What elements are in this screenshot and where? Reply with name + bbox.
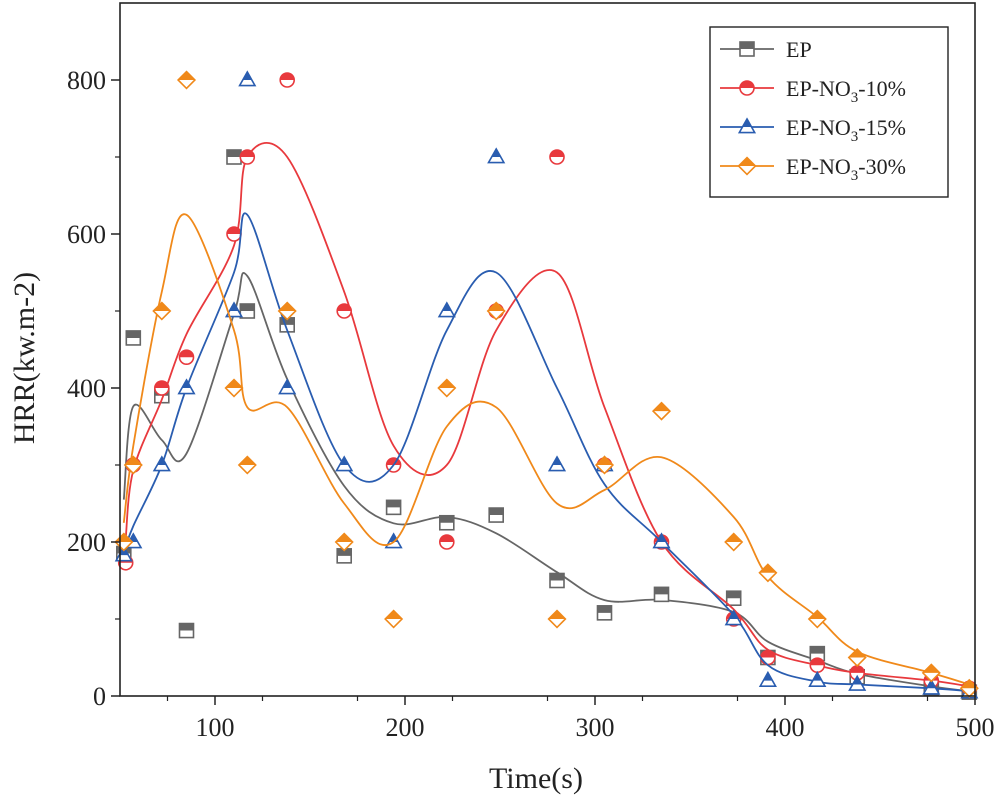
data-point [384,609,404,629]
x-axis-title: Time(s) [489,762,583,795]
data-point [809,657,826,674]
data-point [123,455,143,475]
legend-entry: EP-NO3-30% [720,154,906,184]
legend-entry: EP-NO3-15% [720,115,906,145]
data-point [594,455,615,475]
axis-layer: 100 200 300 400 500 0 200 400 600 800 [67,2,994,742]
y-tick-label: 200 [67,528,106,557]
data-point [549,149,565,165]
y-tick-label: 600 [67,220,106,249]
x-tick-label: 300 [576,713,615,742]
data-point [652,532,671,549]
x-tick-label: 100 [196,713,235,742]
data-point [438,514,455,531]
y-tick-label: 800 [67,66,106,95]
legend-label: EP [786,37,812,62]
legend-label: EP-NO3-30% [786,154,906,184]
data-point [226,226,242,242]
data-point [224,301,244,318]
data-point [154,380,170,396]
data-point [336,303,353,319]
legend-swatch-marker [739,41,755,57]
series-layer [114,70,979,700]
data-point [486,301,506,321]
data-point [238,70,257,87]
data-point [488,507,505,523]
data-point [921,663,941,683]
legend-label: EP-NO3-10% [786,76,906,106]
data-point [437,378,457,398]
data-point [547,455,567,472]
series-3 [114,70,979,698]
data-point [808,670,827,688]
data-point [807,609,827,629]
data-point [651,401,672,421]
data-point [279,72,296,88]
legend-entry: EP-NO3-10% [720,76,906,106]
data-point [178,349,195,366]
x-tick-label: 400 [766,713,805,742]
data-point [178,622,195,639]
data-point [226,149,242,165]
data-point [437,301,456,318]
series-line [122,212,970,693]
data-point [725,590,742,607]
data-point [239,303,256,319]
data-point [549,572,565,589]
data-point [847,647,867,668]
data-point [278,378,297,395]
data-point [922,678,941,695]
data-point [334,532,354,552]
x-tick-label: 200 [386,713,425,742]
data-point [760,649,776,666]
data-point [176,70,197,90]
data-point [237,455,257,475]
legend-swatch-marker [739,80,755,96]
data-point [385,499,402,516]
data-point [724,532,744,552]
legend-label: EP-NO3-15% [786,115,906,145]
data-point [239,149,256,165]
y-tick-label: 400 [67,374,106,403]
data-point [277,301,297,321]
data-point [596,605,613,621]
data-point [152,455,171,472]
y-axis-title: HRR(kw.m-2) [8,272,41,444]
data-point [724,609,743,626]
x-tick-label: 500 [956,713,994,742]
data-point [547,609,567,629]
legend-swatch-marker [737,156,757,176]
series-line [124,142,970,688]
series-line [122,213,970,686]
legend: EP EP-NO3-10% EP-NO3-15% EP-NO3-30% [709,26,949,198]
data-point [487,147,506,164]
data-point [125,330,142,346]
legend-swatch-marker [737,117,757,134]
data-point [152,301,172,321]
data-point [335,455,354,472]
data-point [849,665,866,681]
data-point [758,670,777,688]
y-tick-label: 0 [93,682,106,711]
data-point [224,378,244,398]
legend-entry: EP [720,37,812,62]
data-point [177,378,196,395]
data-point [653,586,670,603]
data-point [758,563,778,583]
data-point [848,674,867,691]
data-point [438,534,455,550]
